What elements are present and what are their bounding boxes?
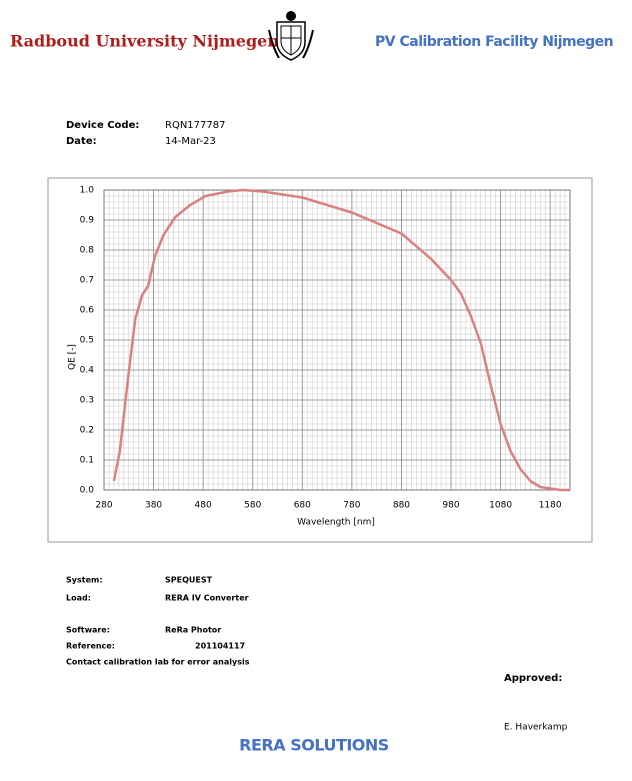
- y-tick-label: 0.7: [80, 276, 94, 286]
- device-code-label: Device Code:: [66, 120, 139, 131]
- note: Contact calibration lab for error analys…: [66, 658, 250, 667]
- y-tick-label: 0.2: [80, 426, 94, 436]
- signer: E. Haverkamp: [504, 723, 568, 733]
- x-tick-label: 980: [442, 501, 459, 511]
- system-label: System:: [66, 576, 103, 585]
- x-tick-label: 780: [343, 501, 360, 511]
- x-tick-label: 680: [294, 501, 311, 511]
- system: SPEQUEST: [165, 576, 213, 585]
- plot: [112, 188, 570, 492]
- x-tick-label: 280: [95, 501, 112, 511]
- date-label: Date:: [66, 136, 97, 147]
- reference: 201104117: [195, 642, 245, 651]
- x-axis-label: Wavelength [nm]: [297, 518, 375, 528]
- load: RERA IV Converter: [165, 594, 249, 603]
- software-label: Software:: [66, 626, 110, 635]
- x-tick-label: 1080: [489, 501, 512, 511]
- grid: 280 380 480 580 680 780 880 980 1080 1180 0.0 0.1 0.…: [80, 186, 571, 511]
- y-tick-label: 0.4: [80, 366, 95, 376]
- x-tick-label: 480: [195, 501, 212, 511]
- qe-line: [112, 188, 570, 492]
- facility: PV Calibration Facility Nijmegen: [375, 34, 613, 50]
- date: 14-Mar-23: [165, 136, 216, 147]
- logo: [268, 11, 314, 61]
- device-code: RQN177787: [165, 120, 225, 131]
- y-tick-label: 0.8: [80, 246, 95, 256]
- load-label: Load:: [66, 594, 91, 603]
- footer: RERA SOLUTIONS: [239, 736, 389, 755]
- y-axis-label: QE [-]: [68, 344, 78, 370]
- y-tick-label: 1.0: [80, 186, 95, 196]
- x-tick-label: 380: [145, 501, 162, 511]
- x-tick-label: 1180: [539, 501, 562, 511]
- y-tick-label: 0.3: [80, 396, 94, 406]
- y-tick-label: 0.0: [80, 486, 95, 496]
- software: ReRa Photor: [165, 626, 221, 635]
- reference-label: Reference:: [66, 642, 115, 651]
- y-tick-label: 0.1: [80, 456, 94, 466]
- y-tick-label: 0.6: [80, 306, 95, 316]
- y-tick-label: 0.9: [80, 216, 95, 226]
- x-tick-label: 580: [244, 501, 261, 511]
- plot-area: [103, 189, 571, 491]
- university: Radboud University Nijmegen: [10, 32, 279, 51]
- x-tick-label: 880: [393, 501, 410, 511]
- y-tick-label: 0.5: [80, 336, 94, 346]
- approved: Approved:: [504, 673, 562, 684]
